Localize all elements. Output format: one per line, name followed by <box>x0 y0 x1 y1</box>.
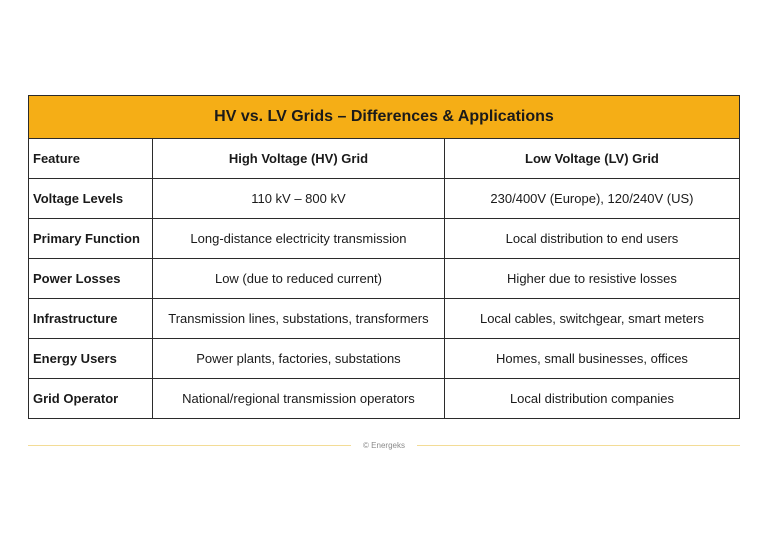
footer-divider-left <box>28 444 352 446</box>
hv-value-cell: Low (due to reduced current) <box>151 258 445 299</box>
lv-value-cell: Local cables, switchgear, smart meters <box>443 298 741 339</box>
footer-divider-right <box>416 444 741 446</box>
hv-value-cell: Transmission lines, substations, transfo… <box>151 298 445 339</box>
lv-value-cell: Homes, small businesses, offices <box>443 338 741 379</box>
lv-value-cell: Higher due to resistive losses <box>443 258 741 299</box>
table-title: HV vs. LV Grids – Differences & Applicat… <box>28 95 740 139</box>
column-header-feature: Feature <box>28 138 153 179</box>
hv-value-cell: National/regional transmission operators <box>151 378 445 419</box>
table-row: Grid Operator National/regional transmis… <box>28 378 741 419</box>
table-row: Power Losses Low (due to reduced current… <box>28 258 741 299</box>
feature-cell: Primary Function <box>28 218 153 259</box>
hv-value-cell: Long-distance electricity transmission <box>151 218 445 259</box>
lv-value-cell: Local distribution companies <box>443 378 741 419</box>
title-row: HV vs. LV Grids – Differences & Applicat… <box>28 95 740 139</box>
footer: © Energeks <box>28 438 741 452</box>
copyright-credit: © Energeks <box>363 440 405 450</box>
lv-value-cell: 230/400V (Europe), 120/240V (US) <box>443 178 741 219</box>
header-row: Feature High Voltage (HV) Grid Low Volta… <box>28 138 741 179</box>
hv-value-cell: Power plants, factories, substations <box>151 338 445 379</box>
feature-cell: Energy Users <box>28 338 153 379</box>
table-row: Voltage Levels 110 kV – 800 kV 230/400V … <box>28 178 741 219</box>
column-header-lv-grid: Low Voltage (LV) Grid <box>443 138 741 179</box>
table-row: Primary Function Long-distance electrici… <box>28 218 741 259</box>
table-row: Infrastructure Transmission lines, subst… <box>28 298 741 339</box>
feature-cell: Infrastructure <box>28 298 153 339</box>
lv-value-cell: Local distribution to end users <box>443 218 741 259</box>
feature-cell: Grid Operator <box>28 378 153 419</box>
feature-cell: Voltage Levels <box>28 178 153 219</box>
table-row: Energy Users Power plants, factories, su… <box>28 338 741 379</box>
feature-cell: Power Losses <box>28 258 153 299</box>
hv-value-cell: 110 kV – 800 kV <box>151 178 445 219</box>
comparison-table: HV vs. LV Grids – Differences & Applicat… <box>28 95 741 419</box>
column-header-hv-grid: High Voltage (HV) Grid <box>151 138 445 179</box>
